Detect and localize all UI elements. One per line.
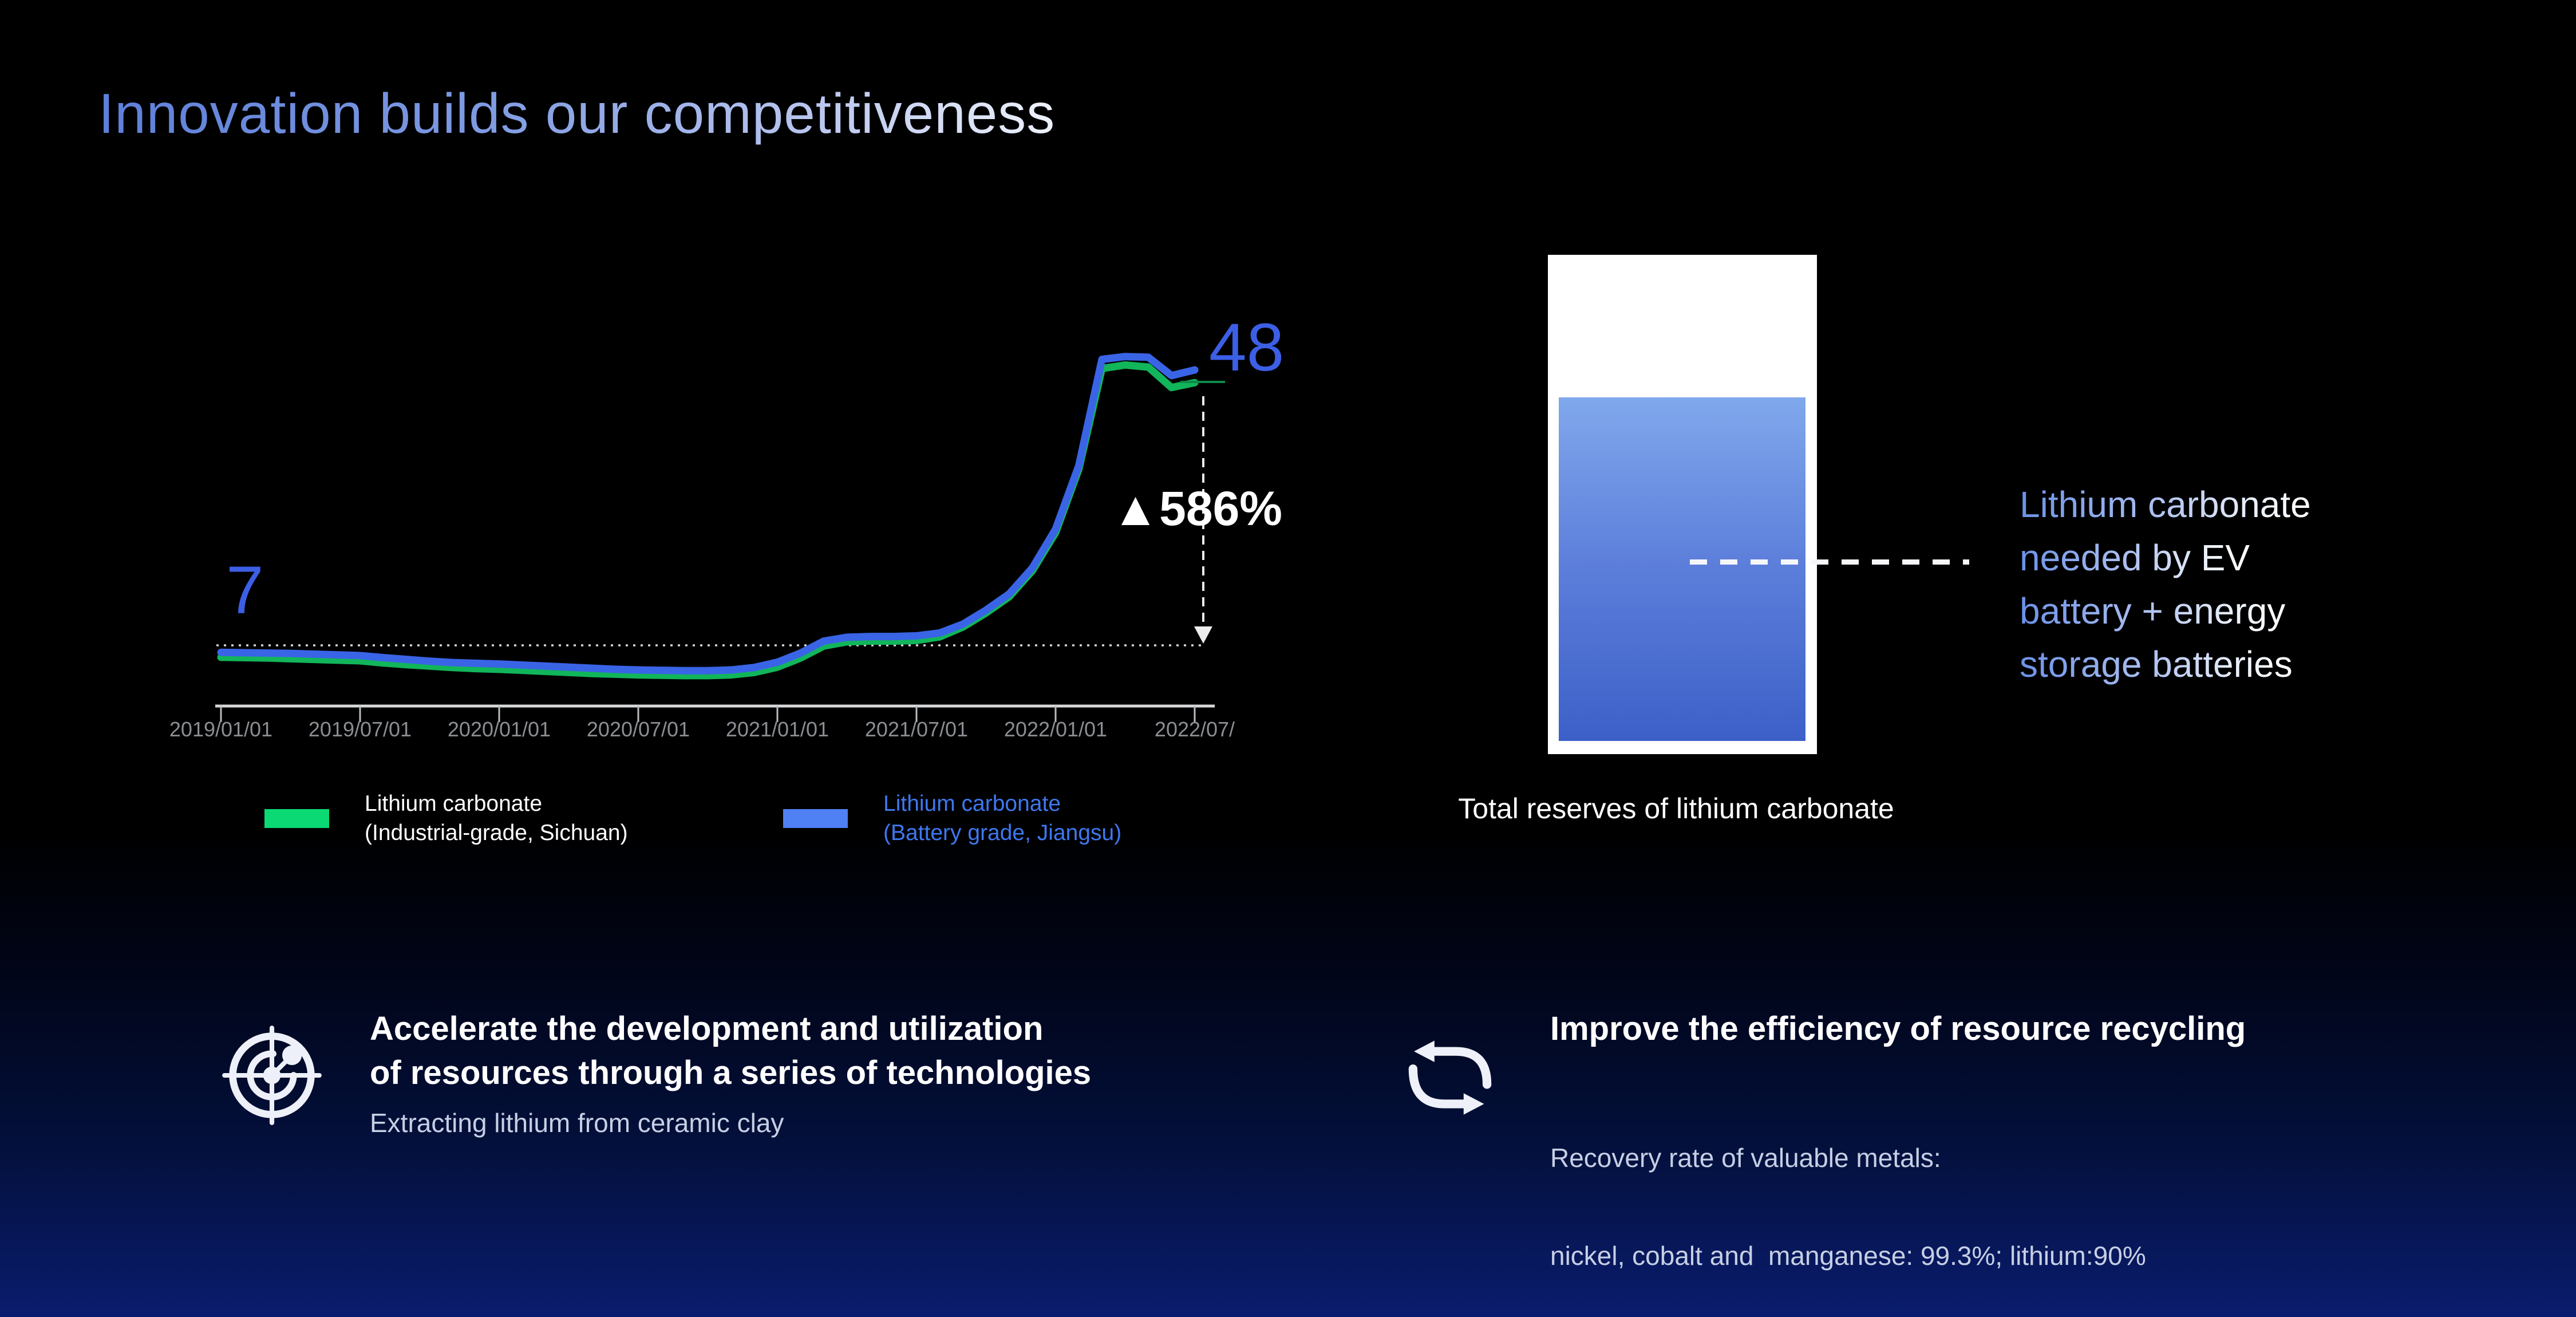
x-axis-labels: 2019/01/01 2019/07/01 2020/01/01 2020/07/01…: [0, 717, 2576, 746]
legend-label-line1: Lithium carbonate: [883, 791, 1061, 816]
highlight-2-subtitle-line2: nickel, cobalt and manganese: 99.3%; lit…: [1550, 1241, 2146, 1271]
x-tick-label: 2020/07/01: [586, 717, 690, 741]
series-group: [217, 353, 1199, 680]
legend-swatch-green: [264, 809, 329, 828]
highlight-1-title: Accelerate the development and utilizati…: [370, 1007, 1091, 1095]
reserve-note-line: needed by EV: [2020, 531, 2250, 585]
end-value-label: 48: [1209, 310, 1285, 385]
x-tick-label: 2022/01/01: [1003, 717, 1108, 741]
x-tick-label: 2021/01/01: [725, 717, 829, 741]
reserve-fill-bar: [1559, 397, 1805, 741]
x-tick-label: 2019/01/01: [169, 717, 273, 741]
reserve-container: [1548, 255, 1817, 754]
highlight-1-subtitle: Extracting lithium from ceramic clay: [370, 1108, 784, 1138]
reserve-note-line: Lithium carbonate: [2020, 478, 2311, 531]
series-line-battery: [217, 353, 1199, 675]
change-percent-label: ▲586%: [1112, 482, 1282, 535]
leader-dashed-line: [1690, 559, 1969, 565]
highlight-2-subtitle: Recovery rate of valuable metals: nickel…: [1550, 1077, 2146, 1317]
highlight-1-title-line1: Accelerate the development and utilizati…: [370, 1010, 1044, 1047]
x-tick-label: 2019/07/01: [308, 717, 412, 741]
legend-label-battery: Lithium carbonate (Battery grade, Jiangs…: [883, 789, 1121, 847]
reserve-caption: Total reserves of lithium carbonate: [1458, 792, 1894, 825]
x-axis-ticks: [220, 706, 1196, 722]
highlight-2-title: Improve the efficiency of resource recyc…: [1550, 1007, 2246, 1051]
highlight-2-title-line1: Improve the efficiency of resource recyc…: [1550, 1010, 2246, 1047]
highlight-2-subtitle-line1: Recovery rate of valuable metals:: [1550, 1143, 1941, 1173]
legend-label-industrial: Lithium carbonate (Industrial-grade, Sic…: [365, 789, 628, 847]
legend-item-industrial: Lithium carbonate (Industrial-grade, Sic…: [264, 789, 628, 847]
legend-label-line1: Lithium carbonate: [365, 791, 543, 816]
legend-label-line2: (Industrial-grade, Sichuan): [365, 821, 628, 845]
change-arrow-head: [1194, 626, 1212, 644]
start-value-label: 7: [226, 553, 264, 628]
legend-item-battery: Lithium carbonate (Battery grade, Jiangs…: [783, 789, 1121, 847]
legend-swatch-blue: [783, 809, 848, 828]
legend-label-line2: (Battery grade, Jiangsu): [883, 821, 1122, 845]
x-tick-label: 2022/07/: [1154, 717, 1235, 741]
reserve-note-line: battery + energy: [2020, 585, 2285, 638]
reserve-note: Lithium carbonate needed by EV battery +…: [2020, 478, 2311, 691]
highlight-1-title-line2: of resources through a series of technol…: [370, 1054, 1092, 1091]
page-title: Innovation builds our competitiveness: [98, 82, 1056, 145]
recycle-icon: [1408, 1040, 1492, 1115]
reserve-note-line: storage batteries: [2020, 638, 2293, 691]
x-tick-label: 2021/07/01: [864, 717, 969, 741]
x-tick-label: 2020/01/01: [447, 717, 551, 741]
radar-icon: [222, 1026, 322, 1125]
series-line-industrial: [217, 361, 1199, 680]
